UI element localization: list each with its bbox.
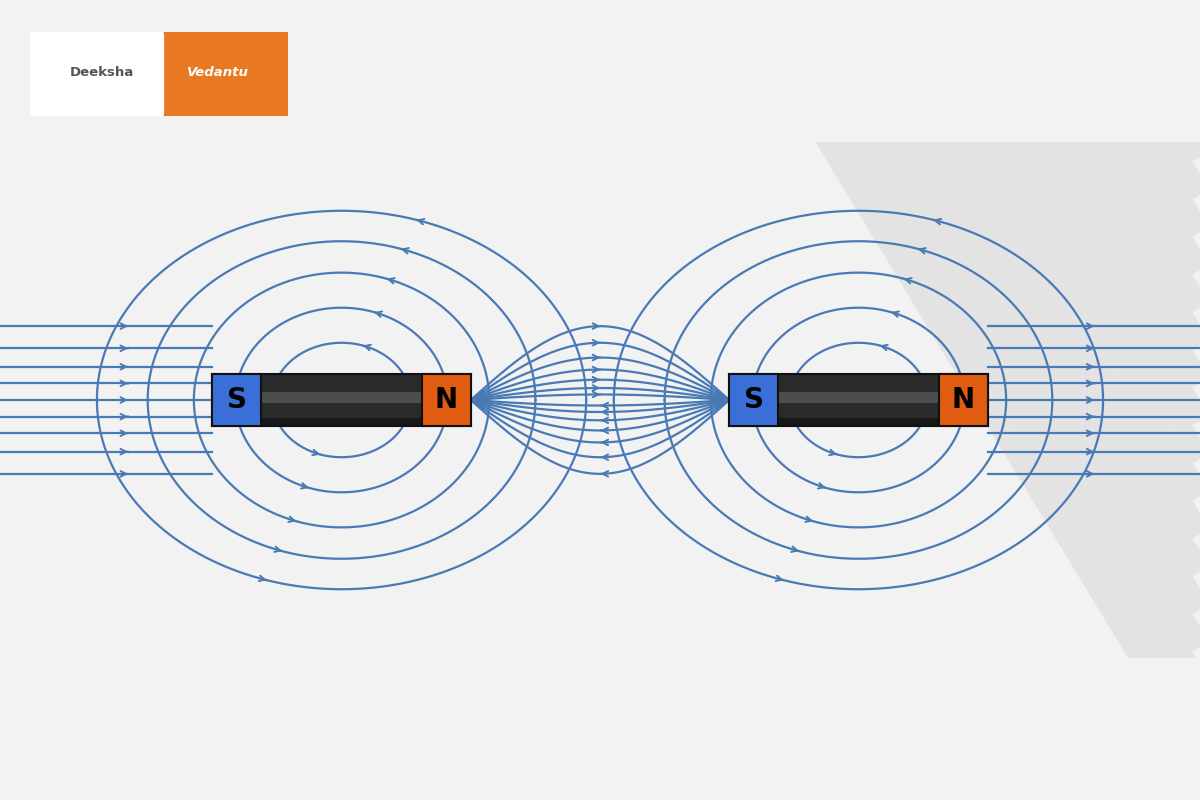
Bar <box>732 418 985 425</box>
FancyBboxPatch shape <box>23 26 295 122</box>
Bar <box>732 392 985 403</box>
Bar <box>215 392 468 403</box>
Bar <box>212 374 262 426</box>
FancyBboxPatch shape <box>23 26 164 122</box>
Bar <box>730 374 988 426</box>
Bar <box>938 374 988 426</box>
Text: S: S <box>744 386 763 414</box>
Bar <box>421 374 470 426</box>
Text: Vedantu: Vedantu <box>187 66 250 79</box>
Bar <box>212 374 470 426</box>
Text: S: S <box>227 386 247 414</box>
Text: N: N <box>952 386 974 414</box>
Bar <box>730 374 779 426</box>
Text: N: N <box>434 386 457 414</box>
FancyBboxPatch shape <box>139 26 295 122</box>
Text: Deeksha: Deeksha <box>70 66 134 79</box>
Bar <box>215 418 468 425</box>
